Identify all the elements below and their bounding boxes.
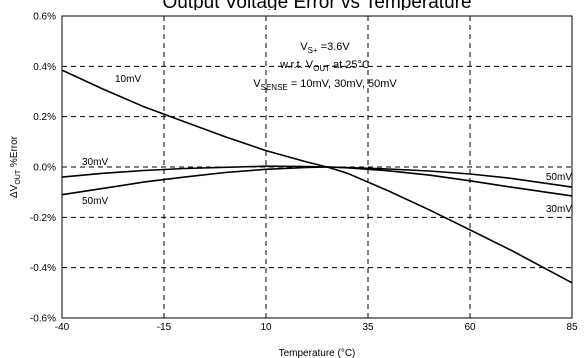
x-tick-label: 60 [464,322,476,333]
y-axis-label: ΔVOUT %Error [9,135,22,198]
annotation-line: VSENSE = 10mV, 30mV, 50mV [253,78,397,92]
series-group [61,69,573,284]
annotation-text: V [300,41,308,53]
axis-labels: Temperature (°C) ΔVOUT %Error [9,135,355,358]
y-tick-label: 0.0% [33,163,56,174]
y-axis-label-sub: OUT [15,169,22,185]
chart-title-group: Output Voltage Error vs Temperature [162,0,471,13]
series-line-50mV [61,166,573,197]
y-tick-label: 0.4% [33,62,56,73]
series-label-50mV: 50mV [82,196,108,207]
annotation-subscript: S+ [308,46,318,55]
annotation-line: VS+ =3.6V [300,41,350,55]
x-tick-label: 10 [260,322,272,333]
y-tick-label: 0.6% [33,12,56,23]
series-label-30mV: 30mV [546,204,572,215]
annotation-text: w.r.t. V [279,59,314,71]
series-label-10mV: 10mV [115,74,141,85]
annotation-subscript: OUT [313,64,330,73]
plot-frame [61,15,573,319]
chart-title: Output Voltage Error vs Temperature [162,0,471,13]
x-tick-label: 35 [362,322,374,333]
tick-labels: -40 -15 10 35 60 85 -0.6% -0.4% -0.2% 0.0% 0.2% 0.4… [30,12,578,334]
y-tick-label: 0.2% [33,112,56,123]
annotation-line: w.r.t. VOUT at 25°C [279,59,370,73]
annotation-subscript: SENSE [261,83,288,92]
series-label-50mV: 50mV [546,172,572,183]
series-labels: 10mV 30mV 30mV 50mV 50mV [82,74,572,215]
y-axis-label-post: %Error [9,135,20,170]
x-tick-label: 85 [566,322,578,333]
x-tick-label: -15 [157,322,172,333]
series-label-30mV: 30mV [82,157,108,168]
y-tick-label: -0.6% [30,314,56,325]
y-tick-label: -0.2% [30,213,56,224]
x-axis-label: Temperature (°C) [279,348,356,358]
annotation-text: at 25°C [330,59,370,71]
y-tick-label: -0.4% [30,263,56,274]
series-line-10mV [61,69,573,284]
annotation-text: V [253,78,261,90]
x-tick-label: -40 [55,322,70,333]
y-axis-label-pre: ΔV [9,184,20,198]
annotation-text: =3.6V [318,41,351,53]
annotation-text: = 10mV, 30mV, 50mV [288,78,398,90]
